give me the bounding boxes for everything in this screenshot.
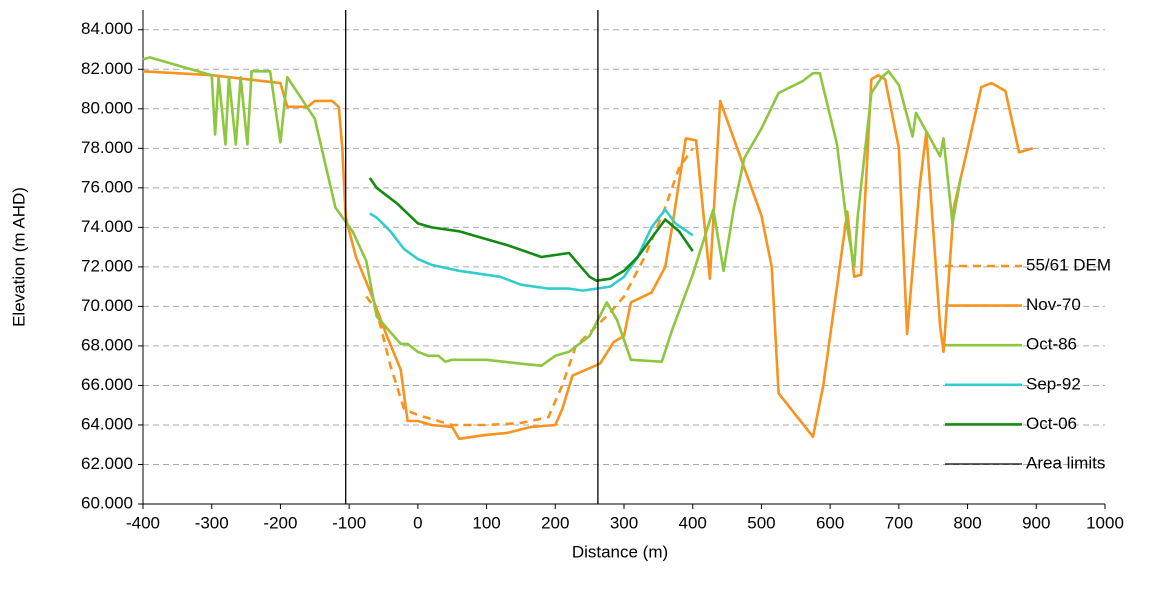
x-tick-label: 200 [541,513,569,532]
y-tick-label: 60.000 [81,493,133,512]
y-tick-label: 72.000 [81,256,133,275]
y-tick-label: 68.000 [81,335,133,354]
x-tick-label: -100 [332,513,366,532]
x-tick-label: -300 [195,513,229,532]
x-tick-label: -400 [126,513,160,532]
x-tick-label: 100 [472,513,500,532]
y-tick-label: 70.000 [81,296,133,315]
y-tick-label: 78.000 [81,138,133,157]
x-tick-label: 600 [816,513,844,532]
x-tick-label: 800 [953,513,981,532]
x-tick-label: 1000 [1086,513,1124,532]
y-tick-label: 76.000 [81,177,133,196]
legend-label: Oct-86 [1026,335,1077,354]
series-line [368,177,694,282]
legend-label: 55/61 DEM [1026,255,1111,274]
y-tick-label: 82.000 [81,59,133,78]
x-tick-label: 400 [679,513,707,532]
x-tick-label: 900 [1022,513,1050,532]
y-axis-title: Elevation (m AHD) [9,187,28,327]
y-tick-label: 64.000 [81,414,133,433]
legend-label: Area limits [1026,453,1105,472]
legend-label: Nov-70 [1026,295,1081,314]
x-tick-label: 300 [610,513,638,532]
series-line [365,147,694,427]
legend-label: Sep-92 [1026,374,1081,393]
y-tick-label: 80.000 [81,98,133,117]
x-axis-title: Distance (m) [572,542,668,561]
x-tick-label: 500 [747,513,775,532]
series-line [142,70,1034,441]
series-line [142,56,962,367]
y-tick-label: 84.000 [81,19,133,38]
series-line [345,10,599,504]
x-tick-label: -200 [263,513,297,532]
x-tick-label: 0 [413,513,422,532]
y-tick-label: 74.000 [81,217,133,236]
legend-label: Oct-06 [1026,414,1077,433]
y-tick-label: 66.000 [81,375,133,394]
x-tick-label: 700 [885,513,913,532]
y-tick-label: 62.000 [81,454,133,473]
series-line [369,208,694,292]
